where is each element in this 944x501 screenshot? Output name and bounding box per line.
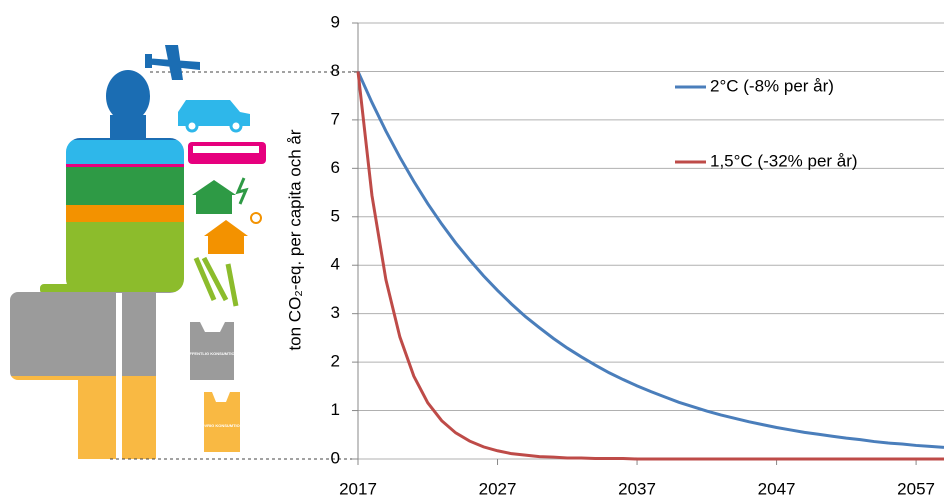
y-tick-label: 4 <box>331 255 340 274</box>
y-axis-label: ton CO₂-eq. per capita och år <box>285 129 304 350</box>
legend-label: 2°C (-8% per år) <box>710 76 834 95</box>
house-icon <box>192 180 236 214</box>
y-tick-label: 5 <box>331 206 340 225</box>
bag-icon <box>204 392 240 452</box>
x-tick-label: 2047 <box>758 479 796 498</box>
y-tick-label: 1 <box>331 400 340 419</box>
y-tick-label: 3 <box>331 303 340 322</box>
x-tick-label: 2017 <box>339 479 377 498</box>
y-tick-label: 9 <box>331 12 340 31</box>
y-tick-label: 0 <box>331 448 340 467</box>
house-icon <box>204 220 248 254</box>
legend-label: 1,5°C (-32% per år) <box>710 151 858 170</box>
plane-icon <box>145 45 200 80</box>
x-tick-label: 2057 <box>897 479 935 498</box>
y-tick-label: 7 <box>331 109 340 128</box>
person-silhouette <box>0 60 200 466</box>
y-tick-label: 8 <box>331 61 340 80</box>
cutlery-icon <box>196 258 236 306</box>
bag-label: OFFENTLIG KONSUMTION <box>186 351 237 356</box>
y-tick-label: 2 <box>331 352 340 371</box>
bag-label: ÖVRIG KONSUMTION <box>201 423 242 428</box>
chart: OFFENTLIG KONSUMTION ÖVRIG KONSUMTION to… <box>0 0 944 501</box>
series-line <box>358 71 944 447</box>
x-tick-label: 2037 <box>618 479 656 498</box>
x-tick-label: 2027 <box>479 479 517 498</box>
y-tick-label: 6 <box>331 158 340 177</box>
